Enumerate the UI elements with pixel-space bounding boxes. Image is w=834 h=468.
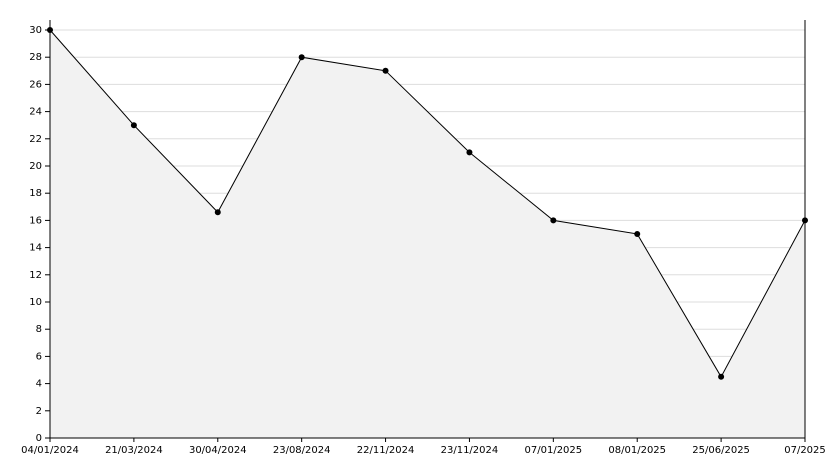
x-tick-label: 07/01/2025 xyxy=(525,445,583,456)
marker xyxy=(214,209,221,216)
marker xyxy=(550,217,557,224)
y-tick-label: 0 xyxy=(36,433,42,444)
y-tick-label: 28 xyxy=(29,52,42,63)
marker xyxy=(634,231,641,237)
x-tick-label: 08/01/2025 xyxy=(608,445,666,456)
marker xyxy=(130,122,137,129)
y-tick-label: 6 xyxy=(36,351,42,362)
y-tick-label: 18 xyxy=(29,188,42,199)
marker xyxy=(466,149,473,156)
y-tick-label: 8 xyxy=(36,324,42,335)
marker xyxy=(382,67,389,74)
marker xyxy=(298,54,305,61)
x-tick-label: 21/03/2024 xyxy=(105,445,163,456)
y-tick-label: 26 xyxy=(29,79,42,90)
y-tick-label: 20 xyxy=(29,161,42,172)
y-tick-label: 16 xyxy=(29,215,42,226)
marker xyxy=(718,373,725,380)
x-tick-label: 04/01/2024 xyxy=(21,445,79,456)
area xyxy=(50,30,805,438)
y-tick-label: 12 xyxy=(29,270,42,281)
x-tick-label: 30/04/2024 xyxy=(189,445,247,456)
y-tick-label: 22 xyxy=(29,134,42,145)
y-tick-label: 4 xyxy=(36,379,42,390)
x-tick-label: 23/11/2024 xyxy=(441,445,499,456)
y-tick-label: 30 xyxy=(29,25,42,36)
line xyxy=(49,29,806,378)
x-tick-label: 23/08/2024 xyxy=(273,445,331,456)
x-tick-label: 07/2025 xyxy=(784,445,826,456)
x-tick-label: 25/06/2025 xyxy=(692,445,750,456)
x-tick-label: 22/11/2024 xyxy=(357,445,415,456)
y-tick-label: 10 xyxy=(29,297,42,308)
y-tick-label: 14 xyxy=(29,243,42,254)
y-tick-label: 2 xyxy=(36,406,42,417)
y-tick-label: 24 xyxy=(29,107,42,118)
